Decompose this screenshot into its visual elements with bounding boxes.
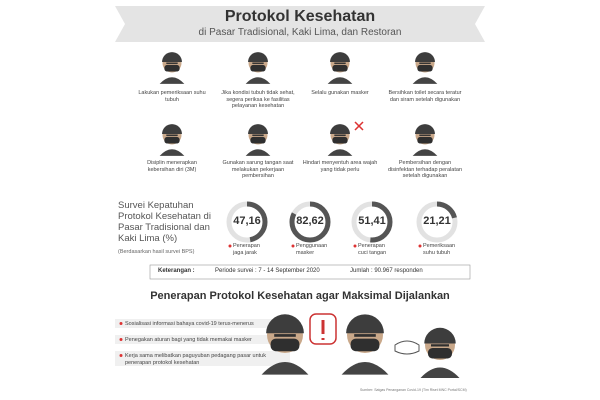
icon-cap [346, 314, 384, 334]
subtitle: di Pasar Tradisional, Kaki Lima, dan Res… [198, 27, 402, 38]
donut-caption: Penggunaan masker [296, 243, 328, 256]
recommendation: Penegakan aturan bagi yang tidak memakai… [125, 337, 252, 343]
icon-mask [332, 64, 348, 72]
icon-body [245, 149, 271, 156]
icon-mask [270, 338, 300, 352]
icon-eyes [166, 62, 178, 64]
icon-eyes [334, 62, 346, 64]
bullet-dot [119, 354, 123, 357]
icon-body [327, 77, 353, 84]
icon-mask [250, 64, 266, 72]
protocol-text: Bersihkan toilet secara teratur dan sira… [388, 90, 462, 103]
donut-value: 82,62 [296, 215, 324, 227]
donut-arc [416, 201, 458, 243]
icon-body [327, 149, 353, 156]
icon-cap [330, 52, 350, 63]
icon-eyes [166, 134, 178, 136]
icon-cap [330, 124, 350, 135]
alert-mark [354, 121, 364, 131]
donut-value: 47,16 [233, 215, 261, 227]
protocol-text: Jika kondisi tubuh tidak sehat, segera p… [221, 90, 295, 109]
icon-mask [164, 64, 180, 72]
donut-arc [289, 201, 331, 243]
caption-dot [291, 244, 295, 248]
donut-value: 21,21 [423, 215, 451, 227]
icon-cap [248, 124, 268, 135]
mask-item [394, 340, 420, 355]
legend-heading: Keterangan : [158, 268, 195, 274]
section-heading: Penerapan Protokol Kesehatan agar Maksim… [150, 290, 450, 302]
icon-mask [417, 64, 433, 72]
icon-eyes [431, 344, 449, 347]
icon-body [412, 77, 438, 84]
recommendation: Kerja sama melibatkan paguyuban pedagang… [125, 353, 266, 366]
bullet-dot [119, 322, 123, 325]
caption-dot [228, 244, 232, 248]
bullet-bar [115, 335, 290, 344]
icon-cap [162, 52, 182, 63]
legend-box [149, 264, 471, 280]
caption-dot [353, 244, 357, 248]
icon-mask [164, 136, 180, 144]
icon-eyes [354, 334, 376, 337]
donut-value: 51,41 [358, 215, 386, 227]
icon-cap [162, 124, 182, 135]
survey-title: Survei Kepatuhan Protokol Kesehatan di P… [118, 200, 211, 244]
donut-arc [226, 201, 268, 243]
icon-body [159, 149, 185, 156]
icon-mask [350, 338, 380, 352]
protocol-text: Pembersihan dengan disinfektan terhadap … [388, 160, 462, 179]
icon-mask [250, 136, 266, 144]
bullet-dot [119, 338, 123, 341]
icon-cap [424, 327, 456, 344]
icon-body [245, 77, 271, 84]
icon-mask [428, 348, 452, 359]
bullet-bar [115, 319, 290, 328]
icon-cap [266, 314, 304, 334]
legend-period: Periode survei : 7 - 14 September 2020 [215, 268, 320, 274]
donut-caption: Penerapan jaga jarak [233, 243, 260, 256]
icon-eyes [252, 62, 264, 64]
source: Sumber: Satgas Penanganan Covid-19 (Tim … [360, 388, 467, 392]
protocol-text: Selalu gunakan masker [311, 90, 369, 96]
icon-cap [415, 124, 435, 135]
icon-eyes [274, 334, 296, 337]
recommendation: Sosialisasi informasi bahaya covid-19 te… [125, 321, 254, 327]
icon-mask [332, 136, 348, 144]
icon-body [341, 362, 389, 375]
icon-mask [417, 136, 433, 144]
bullet-bar [115, 351, 290, 366]
icon-cap [248, 52, 268, 63]
donut-caption: Penerapan cuci tangan [358, 243, 387, 256]
protocol-text: Disiplin menerapkan kebersihan diri (3M) [147, 160, 197, 173]
protocol-text: Gunakan sarung tangan saat melakukan pek… [222, 160, 294, 179]
title: Protokol Kesehatan [224, 8, 376, 25]
icon-eyes [252, 134, 264, 136]
protocol-text: Hindari menyentuh area wajah yang tidak … [302, 160, 378, 173]
icon-body [412, 149, 438, 156]
caption-dot [418, 244, 422, 248]
legend-count: Jumlah : 90.967 responden [350, 268, 423, 274]
icon-body [159, 77, 185, 84]
icon-eyes [419, 62, 431, 64]
icon-eyes [419, 134, 431, 136]
icon-body [420, 367, 460, 378]
donut-arc [351, 201, 393, 243]
icon-cap [415, 52, 435, 63]
icon-body [261, 362, 309, 375]
title-banner [115, 6, 485, 42]
protocol-text: Lakukan pemeriksaan suhu tubuh [138, 90, 206, 103]
icon-eyes [334, 134, 346, 136]
donut-caption: Pemeriksaan suhu tubuh [423, 243, 456, 256]
survey-note: (Berdasarkan hasil survei BPS) [118, 249, 195, 255]
